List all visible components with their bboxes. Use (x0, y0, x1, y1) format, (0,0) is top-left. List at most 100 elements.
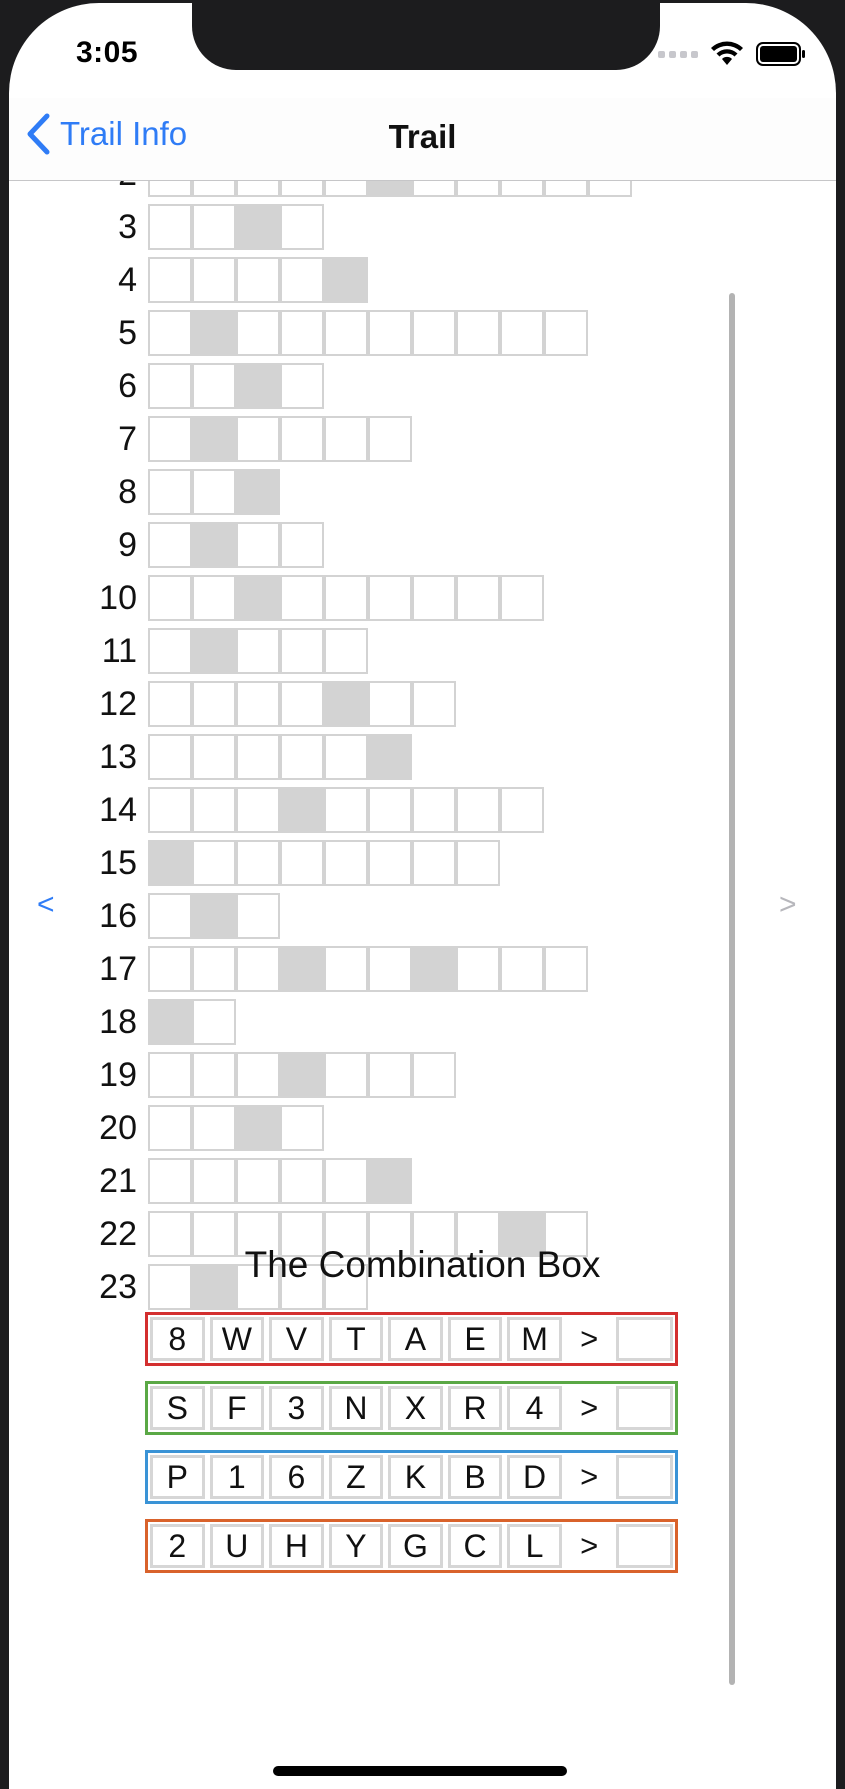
letter-cell[interactable] (326, 418, 366, 460)
letter-cell[interactable] (458, 948, 498, 990)
letter-cell[interactable] (194, 1001, 234, 1043)
key-letter-cell[interactable] (326, 259, 366, 301)
letter-cell[interactable] (194, 1213, 234, 1255)
letter-cell[interactable] (194, 1160, 234, 1202)
letter-cell[interactable] (150, 895, 190, 937)
letter-cell[interactable] (502, 789, 542, 831)
letter-cell[interactable] (150, 259, 190, 301)
key-letter-cell[interactable] (150, 842, 190, 884)
key-letter-cell[interactable] (194, 524, 234, 566)
key-letter-cell[interactable] (370, 736, 410, 778)
letter-cell[interactable] (282, 365, 322, 407)
key-letter-cell[interactable] (238, 577, 278, 619)
letter-cell[interactable] (370, 1054, 410, 1096)
key-letter-cell[interactable] (194, 312, 234, 354)
letter-cell[interactable] (326, 312, 366, 354)
combination-answer-cell[interactable] (616, 1386, 673, 1430)
letter-cell[interactable] (150, 418, 190, 460)
letter-cell[interactable] (150, 577, 190, 619)
letter-cell[interactable] (238, 789, 278, 831)
letter-cell[interactable] (150, 630, 190, 672)
letter-cell[interactable] (326, 1213, 366, 1255)
combination-answer-cell[interactable] (616, 1524, 673, 1568)
letter-cell[interactable] (150, 1107, 190, 1149)
letter-cell[interactable] (150, 206, 190, 248)
letter-cell[interactable] (282, 1266, 322, 1308)
combination-answer-cell[interactable] (616, 1317, 673, 1361)
key-letter-cell[interactable] (414, 948, 454, 990)
key-letter-cell[interactable] (370, 1160, 410, 1202)
letter-cell[interactable] (238, 1266, 278, 1308)
letter-cell[interactable] (370, 789, 410, 831)
letter-cell[interactable] (370, 683, 410, 725)
letter-cell[interactable] (194, 948, 234, 990)
trail-content[interactable]: 234567891011121314151617181920212223 < >… (9, 181, 836, 1756)
letter-cell[interactable] (194, 259, 234, 301)
letter-cell[interactable] (238, 1054, 278, 1096)
letter-cell[interactable] (414, 1213, 454, 1255)
letter-cell[interactable] (238, 312, 278, 354)
letter-cell[interactable] (194, 683, 234, 725)
letter-cell[interactable] (546, 1213, 586, 1255)
key-letter-cell[interactable] (282, 1054, 322, 1096)
letter-cell[interactable] (326, 736, 366, 778)
letter-cell[interactable] (150, 1054, 190, 1096)
letter-cell[interactable] (194, 1054, 234, 1096)
key-letter-cell[interactable] (238, 206, 278, 248)
letter-cell[interactable] (238, 181, 278, 195)
letter-cell[interactable] (458, 842, 498, 884)
previous-page-arrow[interactable]: < (37, 888, 55, 921)
letter-cell[interactable] (370, 418, 410, 460)
letter-cell[interactable] (238, 1213, 278, 1255)
letter-cell[interactable] (282, 630, 322, 672)
letter-cell[interactable] (282, 683, 322, 725)
letter-cell[interactable] (282, 418, 322, 460)
letter-cell[interactable] (238, 1160, 278, 1202)
letter-cell[interactable] (458, 1213, 498, 1255)
letter-cell[interactable] (282, 736, 322, 778)
letter-cell[interactable] (150, 1213, 190, 1255)
key-letter-cell[interactable] (194, 630, 234, 672)
letter-cell[interactable] (282, 181, 322, 195)
letter-cell[interactable] (238, 948, 278, 990)
home-indicator[interactable] (273, 1766, 567, 1776)
letter-cell[interactable] (546, 948, 586, 990)
key-letter-cell[interactable] (370, 181, 410, 195)
letter-cell[interactable] (414, 789, 454, 831)
letter-cell[interactable] (326, 1160, 366, 1202)
key-letter-cell[interactable] (150, 1001, 190, 1043)
letter-cell[interactable] (326, 1266, 366, 1308)
letter-cell[interactable] (282, 312, 322, 354)
letter-cell[interactable] (194, 842, 234, 884)
letter-cell[interactable] (458, 312, 498, 354)
key-letter-cell[interactable] (502, 1213, 542, 1255)
letter-cell[interactable] (194, 181, 234, 195)
letter-cell[interactable] (194, 365, 234, 407)
letter-cell[interactable] (238, 842, 278, 884)
letter-cell[interactable] (282, 206, 322, 248)
key-letter-cell[interactable] (194, 895, 234, 937)
letter-cell[interactable] (414, 842, 454, 884)
letter-cell[interactable] (326, 842, 366, 884)
letter-cell[interactable] (150, 736, 190, 778)
back-button[interactable]: Trail Info (25, 113, 187, 155)
letter-cell[interactable] (238, 524, 278, 566)
letter-cell[interactable] (546, 181, 586, 195)
letter-cell[interactable] (370, 577, 410, 619)
key-letter-cell[interactable] (282, 948, 322, 990)
letter-cell[interactable] (326, 630, 366, 672)
letter-cell[interactable] (150, 365, 190, 407)
key-letter-cell[interactable] (194, 418, 234, 460)
letter-cell[interactable] (150, 789, 190, 831)
letter-cell[interactable] (502, 948, 542, 990)
letter-cell[interactable] (194, 206, 234, 248)
key-letter-cell[interactable] (238, 365, 278, 407)
letter-cell[interactable] (238, 736, 278, 778)
letter-cell[interactable] (194, 471, 234, 513)
letter-cell[interactable] (150, 1266, 190, 1308)
letter-cell[interactable] (414, 577, 454, 619)
key-letter-cell[interactable] (238, 1107, 278, 1149)
letter-cell[interactable] (414, 181, 454, 195)
letter-cell[interactable] (282, 1107, 322, 1149)
letter-cell[interactable] (150, 181, 190, 195)
